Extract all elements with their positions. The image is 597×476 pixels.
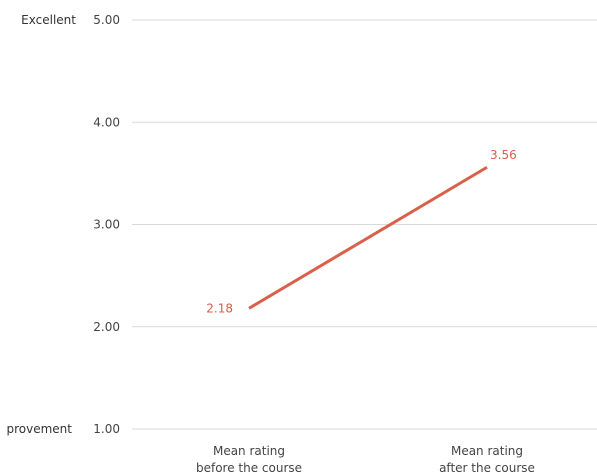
x-category-label: Mean rating before the course (196, 444, 302, 475)
y-tick-label: 5.00 (93, 13, 120, 27)
scale-top-label: Excellent (21, 13, 76, 27)
x-category-label-line: before the course (196, 461, 302, 475)
y-tick-label: 1.00 (93, 422, 120, 436)
series-line (248, 165, 488, 310)
scale-bottom-label: provement (7, 422, 73, 436)
data-labels: 2.18 3.56 (206, 148, 516, 315)
y-tick-label: 3.00 (93, 218, 120, 232)
gridlines (132, 19, 597, 430)
x-category-label: Mean rating after the course (439, 444, 535, 475)
data-label-before: 2.18 (206, 301, 233, 315)
x-category-label-line: after the course (439, 461, 535, 475)
y-tick-label: 4.00 (93, 115, 120, 129)
y-tick-label: 2.00 (93, 320, 120, 334)
y-axis-tick-labels: 1.00 2.00 3.00 4.00 5.00 (93, 13, 120, 436)
x-category-label-line: Mean rating (213, 444, 285, 458)
x-axis-category-labels: Mean rating before the course Mean rating a… (196, 444, 535, 475)
data-label-after: 3.56 (490, 148, 517, 162)
scale-end-labels: Excellent provement (7, 13, 77, 436)
series (248, 165, 488, 310)
x-category-label-line: Mean rating (451, 444, 523, 458)
